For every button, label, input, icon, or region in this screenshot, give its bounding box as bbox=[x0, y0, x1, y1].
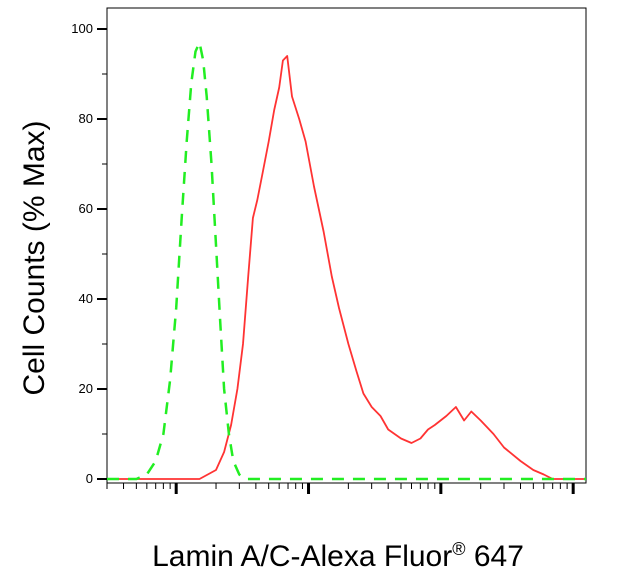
y-tick-label: 100 bbox=[71, 21, 93, 36]
y-tick-label: 60 bbox=[79, 201, 93, 216]
x-axis-title-main: Lamin A/C-Alexa Fluor bbox=[152, 540, 452, 573]
y-axis-title: Cell Counts (% Max) bbox=[18, 120, 51, 395]
y-tick-label: 80 bbox=[79, 111, 93, 126]
series-layer bbox=[107, 41, 586, 481]
y-axis: 0 20 40 60 80 100 bbox=[71, 21, 107, 486]
x-axis-title-mark: ® bbox=[452, 539, 465, 559]
series-line-sample bbox=[107, 55, 586, 480]
y-tick-label: 20 bbox=[79, 381, 93, 396]
x-axis-title-suffix: 647 bbox=[466, 540, 524, 573]
series-line-control bbox=[107, 41, 586, 481]
plot-frame bbox=[106, 7, 587, 484]
x-axis bbox=[106, 483, 575, 494]
y-tick-label: 0 bbox=[86, 471, 93, 486]
y-tick-label: 40 bbox=[79, 291, 93, 306]
x-axis-title: Lamin A/C-Alexa Fluor® 647 bbox=[152, 539, 524, 573]
